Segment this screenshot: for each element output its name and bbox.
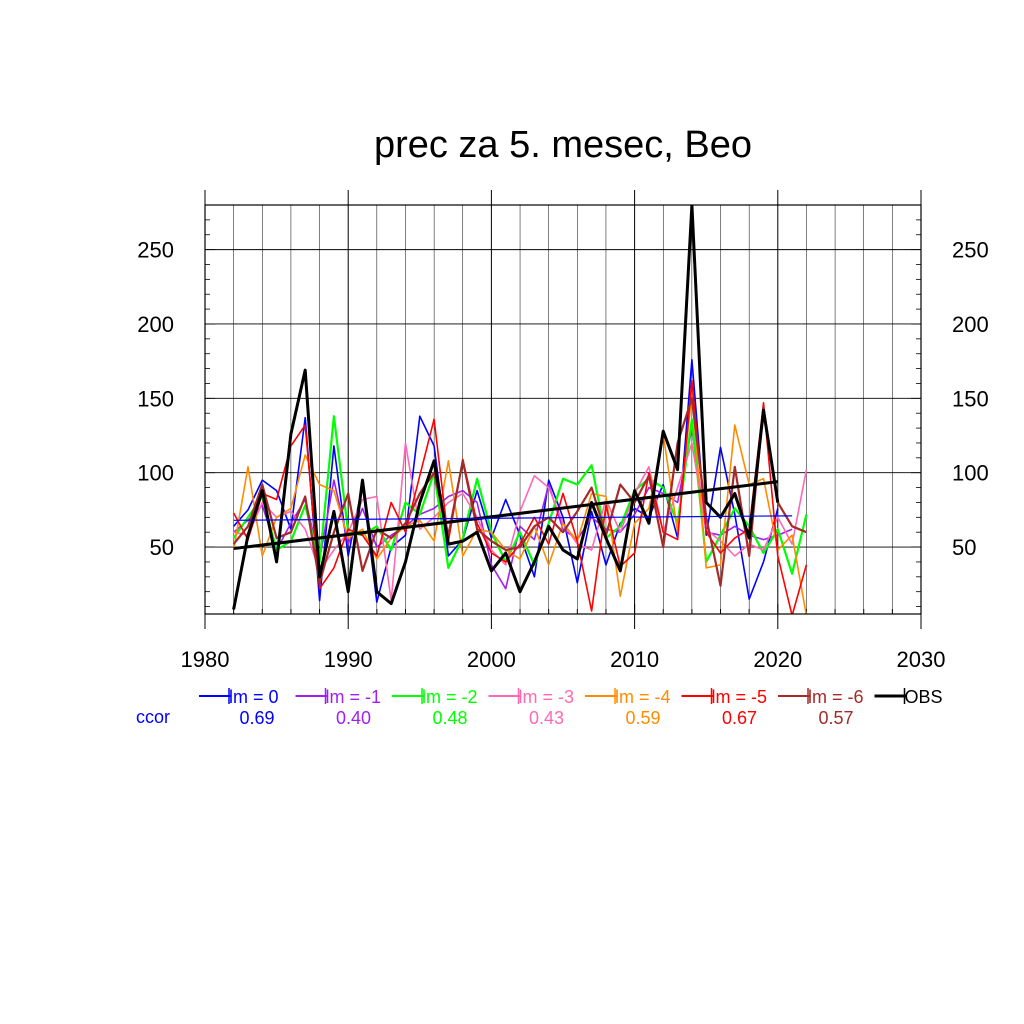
legend-ccor-value: 0.67: [722, 708, 757, 728]
x-tick-label: 2010: [610, 647, 659, 672]
y-tick-label-right: 200: [952, 312, 989, 337]
x-tick-label: 2000: [467, 647, 516, 672]
y-tick-label-right: 50: [952, 535, 976, 560]
y-tick-label-left: 150: [137, 386, 174, 411]
legend-ccor-value: 0.57: [818, 708, 853, 728]
legend-label: lm = -6: [808, 687, 864, 707]
series-line-lm-2: [232, 415, 808, 575]
legend-ccor-value: 0.43: [529, 708, 564, 728]
y-tick-label-left: 200: [137, 312, 174, 337]
legend-label: lm = -2: [422, 687, 478, 707]
y-tick-label-left: 100: [137, 461, 174, 486]
series-line-lm-3: [233, 442, 808, 602]
y-tick-label-left: 250: [137, 238, 174, 263]
chart-title: prec za 5. mesec, Beo: [374, 124, 752, 166]
series-layer: [232, 205, 808, 614]
legend-label: lm = 0: [229, 687, 279, 707]
series-line-obs: [232, 205, 780, 610]
series-group: [232, 205, 808, 614]
legend-label: lm = -1: [326, 687, 382, 707]
x-tick-label: 1980: [181, 647, 230, 672]
obs-trend-line: [233, 480, 778, 551]
legend-ccor-value: 0.48: [432, 708, 467, 728]
legend: ccor lm = 00.69 lm = -10.40 lm = -20.48 lm …: [136, 687, 943, 728]
lm0-trend-line: [233, 515, 793, 521]
y-tick-label-right: 250: [952, 238, 989, 263]
x-tick-label: 2020: [753, 647, 802, 672]
legend-label: lm = -3: [519, 687, 575, 707]
series-line-lm-6: [232, 397, 807, 587]
y-tick-label-left: 50: [150, 535, 174, 560]
y-tick-label-right: 100: [952, 461, 989, 486]
series-line-lm-4: [232, 391, 807, 614]
plot-frame: [204, 204, 922, 615]
x-tick-label: 1990: [324, 647, 373, 672]
tick-marks: [204, 190, 922, 629]
legend-label: OBS: [905, 687, 943, 707]
legend-label: lm = -5: [712, 687, 768, 707]
legend-ccor-value: 0.40: [336, 708, 371, 728]
ccor-label: ccor: [136, 707, 170, 727]
legend-label: lm = -4: [615, 687, 671, 707]
legend-ccor-value: 0.59: [625, 708, 660, 728]
legend-ccor-value: 0.69: [239, 708, 274, 728]
y-tick-label-right: 150: [952, 386, 989, 411]
y-tick-labels: 50 50 100 100 150 150 200 200 250 250: [137, 238, 988, 560]
x-tick-labels: 1980 1990 2000 2010 2020 2030: [181, 647, 946, 672]
x-tick-label: 2030: [897, 647, 946, 672]
